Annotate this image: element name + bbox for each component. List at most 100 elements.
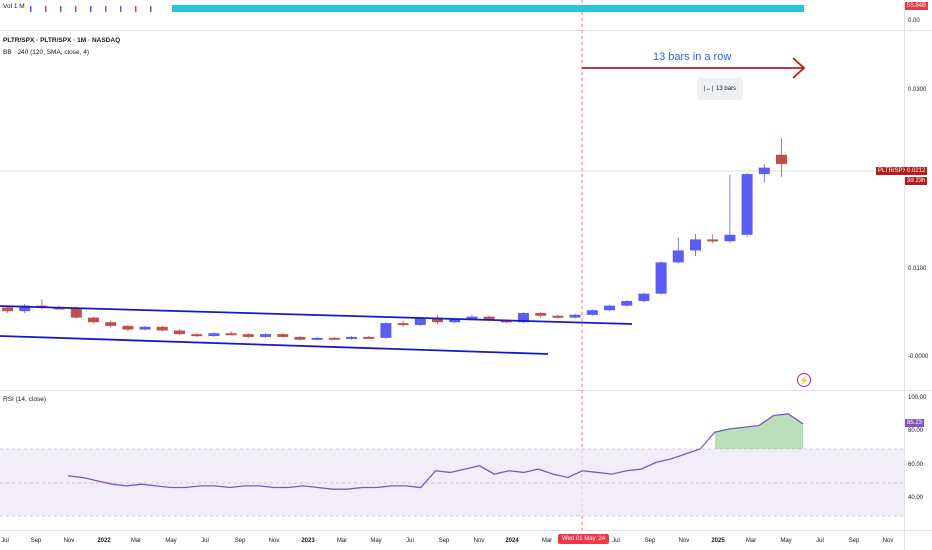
channel-lower-line: [0, 335, 549, 355]
volume-tick: [120, 6, 122, 12]
rsi-chart: [0, 413, 904, 517]
range-icon: |↔|: [703, 86, 714, 92]
time-axis-label: 2023: [301, 538, 315, 544]
candle-body: [655, 262, 667, 294]
time-axis-label: Sep: [848, 538, 860, 544]
candle-body: [363, 336, 375, 339]
volume-tick: [90, 6, 92, 12]
time-axis-label: 2024: [505, 538, 519, 544]
candle-body: [690, 239, 701, 251]
candle-body: [242, 334, 254, 337]
candle-body: [380, 323, 392, 338]
candle-body: [2, 307, 13, 312]
candle-body: [518, 313, 529, 323]
rsi-label-80: 80.00: [908, 428, 924, 434]
candle-body: [449, 319, 461, 323]
price-label-0300: 0.0300: [908, 87, 927, 93]
candle-body: [758, 167, 770, 175]
candle-body: [552, 315, 564, 318]
bollinger-legend[interactable]: BB · 240 (120, SMA, close, 4): [3, 49, 89, 56]
price-label-zero: -0.0000: [908, 354, 929, 360]
time-axis-label: 2025: [711, 538, 725, 544]
time-axis-label: May: [165, 538, 177, 544]
time-axis-label: Jul: [406, 538, 414, 544]
time-axis-label: Jul: [816, 538, 824, 544]
candle-body: [604, 305, 615, 311]
candle-body: [122, 325, 134, 330]
time-axis-label: Sep: [438, 538, 450, 544]
time-axis-label: Mar: [745, 538, 757, 544]
lightning-icon[interactable]: ⚡: [797, 373, 811, 387]
time-axis-label: Nov: [268, 538, 280, 544]
time-axis-label: Sep: [644, 538, 656, 544]
candle-body: [500, 320, 512, 323]
volume-tick: [105, 6, 107, 12]
candle-body: [311, 337, 323, 340]
time-axis-label: 2022: [97, 538, 111, 544]
channel-upper-line: [0, 305, 633, 325]
candle-body: [586, 310, 598, 315]
price-scale[interactable]: [904, 0, 932, 550]
time-axis-label: Jul: [201, 538, 209, 544]
bars-measure-box[interactable]: |↔| 13 bars: [697, 78, 743, 100]
time-axis-separator: [0, 530, 932, 531]
candle-body: [277, 334, 289, 337]
time-axis-label: Jul: [1, 538, 9, 544]
volume-tick: [150, 6, 152, 12]
candle-body: [466, 316, 478, 320]
symbol-tag: PLTR/SPX: [876, 167, 909, 175]
candle-body: [346, 336, 357, 339]
time-axis-label: Nov: [678, 538, 690, 544]
candle-body: [294, 336, 306, 340]
candle-body: [328, 337, 340, 340]
rsi-line: [67, 413, 804, 490]
candle-body: [208, 333, 220, 336]
candle-body: [724, 234, 736, 242]
candle-body: [672, 250, 684, 263]
candle-body: [397, 323, 409, 326]
volume-value-tag: 58.84B: [905, 2, 929, 10]
time-axis-label: Nov: [63, 538, 75, 544]
candle-body: [414, 317, 426, 325]
rsi-label-100: 100.00: [908, 395, 927, 401]
price-label-0100: 0.0100: [908, 266, 927, 272]
candle-body: [260, 334, 271, 337]
volume-tick: [45, 6, 47, 12]
candle-body: [483, 316, 495, 321]
candle-body: [741, 174, 753, 235]
candle-body: [156, 326, 168, 331]
rsi-label-40: 40.00: [908, 495, 924, 501]
volume-legend: Vol 1 M: [3, 3, 25, 10]
rsi-band: [0, 449, 904, 516]
time-axis-label: Mar: [541, 538, 553, 544]
time-axis-label: Nov: [882, 538, 894, 544]
time-axis-label: Sep: [30, 538, 42, 544]
volume-zero-label: 0.00: [908, 18, 920, 24]
rsi-value-tag: 85.23: [905, 419, 925, 427]
rsi-overbought-fill: [714, 413, 803, 449]
symbol-legend[interactable]: PLTR/SPX · PLTR/SPX · 1M · NASDAQ: [3, 37, 121, 44]
time-axis-label: Jul: [612, 538, 620, 544]
volume-bar-strip: [172, 5, 804, 12]
candle-body: [70, 308, 82, 318]
last-price-tag: 0.0212: [905, 167, 928, 175]
time-axis-label: Sep: [234, 538, 246, 544]
annotation-label[interactable]: 13 bars in a row: [653, 51, 732, 63]
rsi-pane-separator: [0, 390, 932, 391]
candle-body: [776, 154, 787, 164]
candle-body: [19, 305, 31, 312]
volume-tick: [30, 6, 32, 12]
candle-body: [105, 322, 117, 326]
chart-canvas[interactable]: [0, 0, 904, 550]
annotation-arrow-head: [792, 57, 806, 79]
candle-body: [569, 314, 581, 318]
candle-body: [535, 313, 547, 316]
rsi-legend[interactable]: RSI (14, close): [3, 396, 46, 403]
volume-bars: [30, 5, 804, 12]
rsi-label-60: 60.00: [908, 462, 924, 468]
candle-body: [191, 334, 203, 337]
top-pane-separator: [0, 30, 932, 31]
countdown-tag: 3d 23h: [905, 177, 928, 185]
candles: [2, 138, 787, 341]
candle-body: [638, 293, 650, 302]
